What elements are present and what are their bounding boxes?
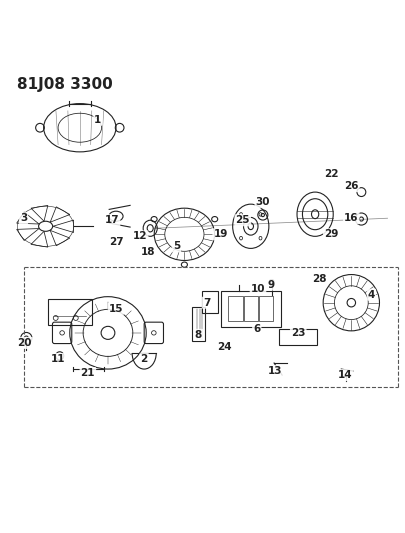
- Text: 13: 13: [268, 366, 282, 376]
- Text: 9: 9: [267, 280, 275, 289]
- Text: 5: 5: [173, 241, 180, 252]
- Bar: [192, 306, 205, 341]
- Text: 16: 16: [344, 213, 358, 223]
- Text: 28: 28: [312, 273, 326, 284]
- Text: 7: 7: [203, 298, 210, 308]
- Text: 8: 8: [195, 330, 202, 340]
- Text: 27: 27: [109, 237, 124, 247]
- Text: 6: 6: [253, 324, 260, 334]
- Text: 19: 19: [213, 229, 228, 239]
- Text: 4: 4: [368, 289, 375, 300]
- Bar: [243, 296, 258, 321]
- Text: 18: 18: [141, 247, 156, 257]
- Text: 11: 11: [51, 354, 66, 364]
- Text: 2: 2: [141, 354, 148, 364]
- Text: 24: 24: [217, 342, 232, 352]
- Text: 20: 20: [17, 338, 32, 348]
- Bar: [221, 290, 281, 327]
- Text: 12: 12: [133, 231, 147, 241]
- Text: 3: 3: [20, 213, 27, 223]
- Text: 29: 29: [324, 229, 339, 239]
- Text: 81J08 3300: 81J08 3300: [17, 77, 113, 92]
- Bar: [279, 329, 317, 345]
- Text: 15: 15: [109, 304, 123, 314]
- Bar: [259, 296, 273, 321]
- Text: 30: 30: [256, 197, 270, 207]
- Text: 26: 26: [344, 181, 358, 191]
- Bar: [48, 298, 92, 325]
- Text: 17: 17: [104, 215, 119, 225]
- Text: 14: 14: [338, 370, 353, 380]
- Bar: [202, 290, 218, 313]
- Bar: [228, 296, 243, 321]
- Text: 23: 23: [291, 328, 305, 338]
- Text: 21: 21: [81, 368, 95, 378]
- Text: 22: 22: [324, 169, 339, 179]
- Text: 10: 10: [251, 284, 265, 294]
- Text: 1: 1: [94, 115, 102, 125]
- Text: 25: 25: [235, 215, 250, 225]
